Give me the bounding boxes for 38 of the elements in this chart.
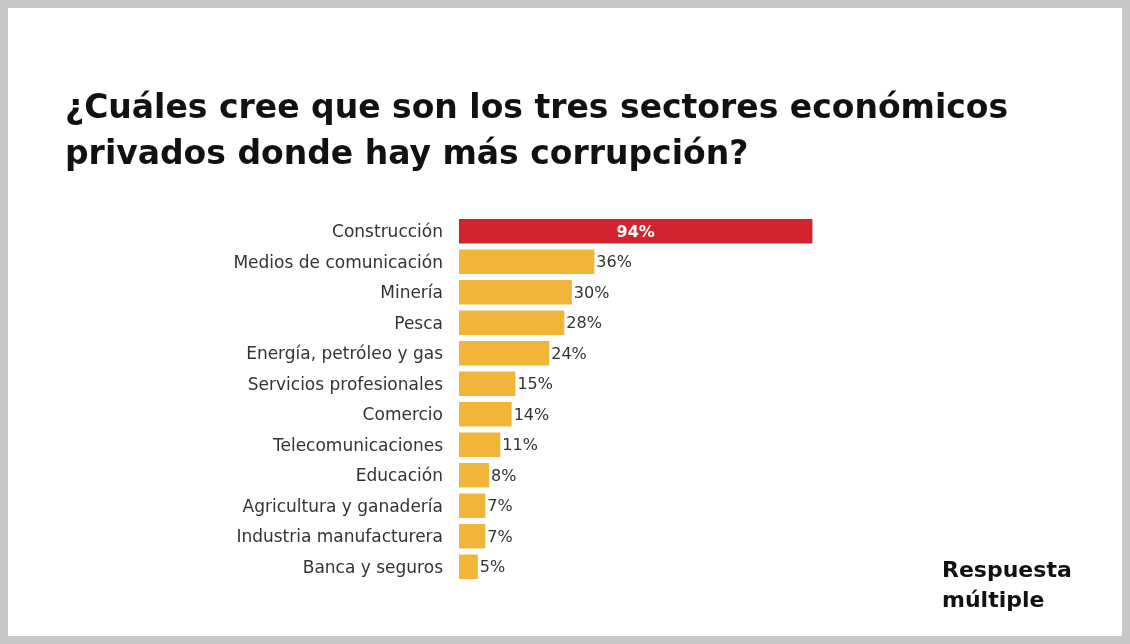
- y-tick-label: Agricultura y ganadería: [242, 495, 443, 516]
- y-tick-label: Pesca: [394, 312, 443, 333]
- y-tick-label: Banca y seguros: [302, 556, 444, 577]
- y-tick-label: Comercio: [362, 404, 443, 425]
- bar: [459, 432, 501, 457]
- data-label: 7%: [487, 526, 513, 546]
- y-tick-label: Industria manufacturera: [236, 526, 443, 547]
- bar: [459, 280, 572, 305]
- y-tick-label: Energía, petróleo y gas: [246, 343, 444, 364]
- y-tick-label: Construcción: [332, 221, 443, 242]
- data-label: 7%: [487, 496, 513, 516]
- data-label: 15%: [517, 374, 553, 394]
- bar: [459, 463, 490, 488]
- bar: [459, 219, 813, 244]
- bar: [459, 371, 516, 396]
- bar: [459, 554, 478, 579]
- data-label: 30%: [573, 282, 610, 302]
- bar: [459, 310, 565, 335]
- bar: [459, 493, 486, 518]
- data-label: 36%: [596, 252, 632, 272]
- y-tick-label: Medios de comunicación: [233, 251, 443, 272]
- bar: [459, 341, 550, 366]
- bar: [459, 402, 512, 427]
- data-label: 14%: [513, 404, 550, 424]
- y-tick-label: Servicios profesionales: [247, 373, 444, 394]
- bar: [459, 524, 486, 549]
- data-label: 28%: [566, 313, 602, 333]
- data-label: 8%: [491, 465, 517, 485]
- bar: [459, 249, 595, 274]
- text: Respuesta múltiple: [942, 556, 1080, 612]
- y-tick-label: Educación: [355, 465, 443, 486]
- data-label: 24%: [551, 343, 587, 363]
- y-tick-label: Minería: [380, 282, 443, 303]
- chart-title: ¿Cuáles cree que son los tres sectores económicos privados donde hay más corrupción?: [65, 86, 1020, 172]
- data-label: 5%: [479, 557, 506, 577]
- y-tick-label: Telecomunicaciones: [271, 434, 444, 455]
- data-label: 11%: [502, 435, 538, 455]
- data-label: 94%: [616, 221, 655, 241]
